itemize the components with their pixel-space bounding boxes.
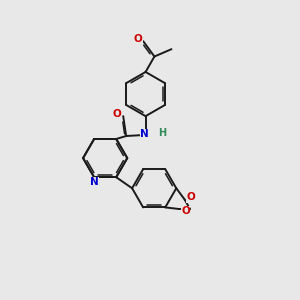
Text: H: H xyxy=(159,128,167,138)
Text: N: N xyxy=(90,177,98,187)
Text: O: O xyxy=(112,109,121,119)
Text: O: O xyxy=(187,192,196,202)
Text: N: N xyxy=(140,129,149,139)
Text: O: O xyxy=(181,206,190,216)
Text: O: O xyxy=(134,34,142,44)
